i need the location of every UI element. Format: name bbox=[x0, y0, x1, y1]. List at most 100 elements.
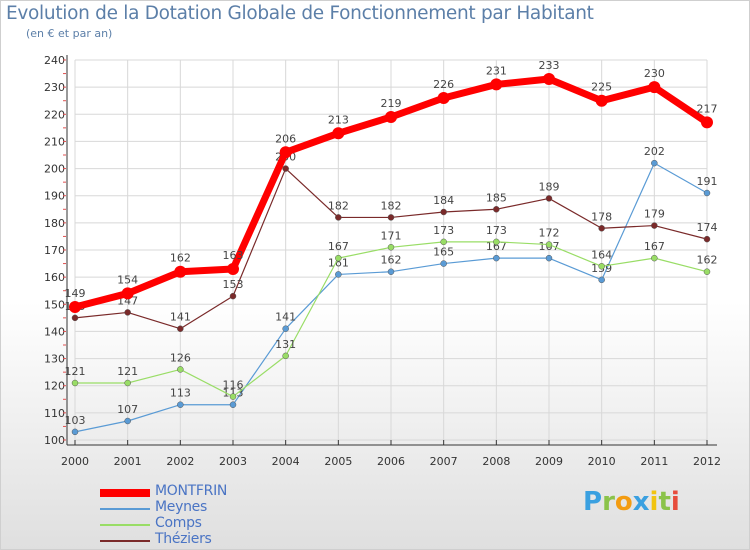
data-label-montfrin: 154 bbox=[117, 273, 138, 286]
data-point-comps bbox=[282, 352, 289, 360]
legend-item: Comps bbox=[100, 515, 320, 533]
data-label-montfrin: 219 bbox=[381, 97, 402, 110]
data-point-montfrin bbox=[437, 92, 450, 104]
data-point-meynes bbox=[177, 401, 184, 408]
y-tick-label: 210 bbox=[44, 135, 65, 148]
legend-item: Théziers bbox=[100, 531, 320, 549]
y-tick-label: 120 bbox=[44, 380, 65, 393]
data-label-comps: 116 bbox=[223, 379, 244, 392]
data-label-comps: 121 bbox=[65, 365, 86, 378]
x-tick-label: 2002 bbox=[166, 455, 194, 468]
legend-swatch bbox=[100, 489, 150, 497]
data-label-thziers: 141 bbox=[170, 311, 191, 324]
data-label-thziers: 184 bbox=[433, 194, 454, 207]
legend-label: Meynes bbox=[155, 499, 207, 515]
legend-label: Théziers bbox=[155, 531, 212, 547]
x-tick-label: 2001 bbox=[114, 455, 142, 468]
data-point-meynes bbox=[703, 189, 711, 197]
data-label-comps: 121 bbox=[117, 365, 138, 378]
data-point-thziers bbox=[177, 325, 184, 332]
x-tick-label: 2007 bbox=[430, 455, 458, 468]
data-point-comps bbox=[703, 268, 711, 275]
data-point-meynes bbox=[387, 268, 395, 275]
data-label-comps: 167 bbox=[328, 240, 349, 253]
data-point-thziers bbox=[545, 195, 553, 202]
data-label-montfrin: 206 bbox=[275, 132, 296, 145]
data-point-comps bbox=[335, 254, 342, 262]
data-point-meynes bbox=[124, 417, 131, 425]
data-point-thziers bbox=[598, 225, 605, 232]
logo-letter: i bbox=[649, 487, 659, 517]
data-point-montfrin bbox=[279, 146, 292, 159]
data-label-montfrin: 217 bbox=[697, 102, 718, 115]
data-point-montfrin bbox=[385, 111, 397, 123]
data-label-thziers: 178 bbox=[591, 210, 612, 223]
data-point-meynes bbox=[545, 254, 553, 262]
data-label-montfrin: 226 bbox=[433, 78, 454, 91]
data-label-meynes: 167 bbox=[486, 240, 507, 253]
data-label-meynes: 113 bbox=[223, 387, 244, 400]
data-point-comps bbox=[545, 241, 553, 248]
x-tick-label: 2010 bbox=[588, 455, 616, 468]
data-point-comps bbox=[440, 238, 447, 246]
data-point-comps bbox=[71, 379, 79, 387]
data-label-montfrin: 162 bbox=[170, 252, 191, 265]
data-point-meynes bbox=[651, 159, 658, 167]
y-tick-label: 220 bbox=[44, 108, 65, 121]
data-label-meynes: 113 bbox=[170, 387, 191, 400]
data-point-thziers bbox=[124, 309, 131, 316]
y-tick-label: 200 bbox=[44, 163, 65, 176]
data-label-meynes: 161 bbox=[328, 256, 349, 269]
x-tick-label: 2006 bbox=[377, 455, 405, 468]
y-tick-label: 180 bbox=[44, 217, 65, 230]
data-point-thziers bbox=[71, 314, 79, 322]
y-tick-label: 140 bbox=[44, 325, 65, 338]
data-point-thziers bbox=[387, 214, 395, 221]
data-label-montfrin: 213 bbox=[328, 113, 349, 126]
data-label-comps: 171 bbox=[381, 229, 402, 242]
data-label-montfrin: 163 bbox=[223, 249, 244, 262]
data-point-comps bbox=[229, 393, 237, 400]
data-label-comps: 164 bbox=[591, 248, 612, 261]
data-point-meynes bbox=[598, 276, 605, 284]
y-tick-label: 100 bbox=[44, 434, 65, 447]
x-tick-label: 2000 bbox=[61, 455, 89, 468]
data-point-thziers bbox=[335, 214, 342, 221]
logo-letter: x bbox=[632, 487, 650, 517]
data-label-meynes: 162 bbox=[381, 254, 402, 267]
data-label-meynes: 103 bbox=[65, 414, 86, 427]
chart-title: Evolution de la Dotation Globale de Fonc… bbox=[6, 3, 594, 24]
data-label-thziers: 153 bbox=[223, 278, 244, 291]
data-point-montfrin bbox=[174, 265, 187, 278]
data-point-thziers bbox=[651, 222, 658, 229]
data-point-meynes bbox=[71, 428, 79, 436]
data-label-meynes: 202 bbox=[644, 145, 665, 158]
data-label-comps: 172 bbox=[539, 227, 560, 240]
y-tick-label: 160 bbox=[44, 271, 65, 284]
data-point-montfrin bbox=[69, 301, 81, 313]
data-label-montfrin: 230 bbox=[644, 67, 665, 80]
data-label-thziers: 174 bbox=[697, 221, 718, 234]
legend-item: MONTFRIN bbox=[100, 483, 320, 501]
data-point-comps bbox=[387, 244, 395, 251]
data-point-montfrin bbox=[595, 94, 608, 107]
proxiti-logo: Proxiti bbox=[583, 487, 680, 517]
data-point-thziers bbox=[703, 235, 711, 243]
legend-swatch bbox=[100, 524, 150, 526]
data-label-comps: 167 bbox=[644, 240, 665, 253]
data-label-thziers: 185 bbox=[486, 191, 507, 204]
x-tick-label: 2008 bbox=[482, 455, 510, 468]
logo-letter: r bbox=[602, 487, 615, 517]
legend-swatch bbox=[100, 508, 150, 510]
data-label-montfrin: 233 bbox=[539, 59, 560, 72]
data-label-comps: 162 bbox=[697, 254, 718, 267]
data-label-meynes: 191 bbox=[697, 175, 718, 188]
data-label-thziers: 189 bbox=[539, 180, 560, 193]
data-point-meynes bbox=[282, 325, 289, 332]
data-label-meynes: 107 bbox=[117, 403, 138, 416]
x-tick-label: 2009 bbox=[535, 455, 563, 468]
x-tick-label: 2011 bbox=[640, 455, 668, 468]
data-point-montfrin bbox=[490, 78, 503, 91]
data-label-montfrin: 231 bbox=[486, 64, 507, 77]
